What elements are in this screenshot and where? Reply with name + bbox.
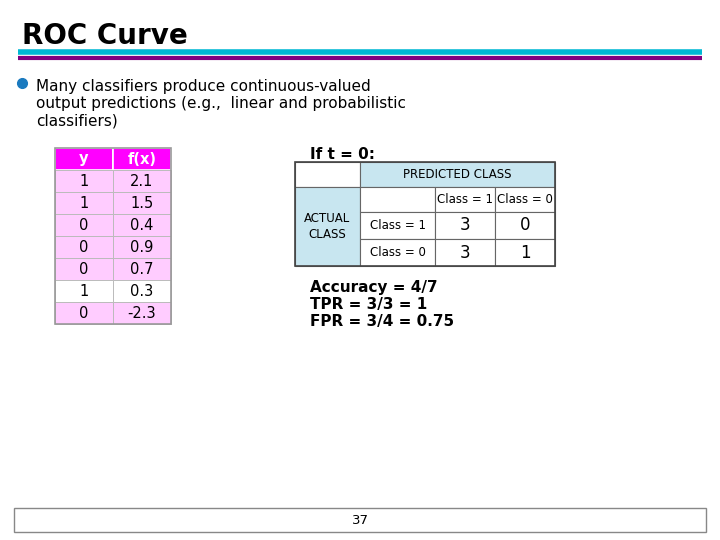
- Text: 0: 0: [79, 240, 89, 254]
- Text: -2.3: -2.3: [127, 306, 156, 321]
- FancyBboxPatch shape: [113, 236, 171, 258]
- Text: ACTUAL
CLASS: ACTUAL CLASS: [305, 213, 351, 240]
- FancyBboxPatch shape: [360, 162, 555, 187]
- Text: output predictions (e.g.,  linear and probabilistic: output predictions (e.g., linear and pro…: [36, 96, 406, 111]
- Text: 0: 0: [79, 261, 89, 276]
- Text: 0.4: 0.4: [130, 218, 153, 233]
- Text: Class = 0: Class = 0: [497, 193, 553, 206]
- Text: f(x): f(x): [127, 152, 156, 166]
- FancyBboxPatch shape: [55, 236, 113, 258]
- FancyBboxPatch shape: [435, 187, 495, 212]
- FancyBboxPatch shape: [55, 214, 113, 236]
- FancyBboxPatch shape: [55, 192, 113, 214]
- FancyBboxPatch shape: [55, 302, 113, 324]
- Text: 1: 1: [520, 244, 531, 261]
- Text: Many classifiers produce continuous-valued: Many classifiers produce continuous-valu…: [36, 79, 371, 94]
- FancyBboxPatch shape: [55, 280, 113, 302]
- Text: classifiers): classifiers): [36, 113, 118, 128]
- Text: 0: 0: [79, 306, 89, 321]
- Text: 1: 1: [79, 284, 89, 299]
- FancyBboxPatch shape: [295, 162, 360, 187]
- FancyBboxPatch shape: [14, 508, 706, 532]
- FancyBboxPatch shape: [55, 258, 113, 280]
- Text: If t = 0:: If t = 0:: [310, 147, 375, 162]
- Text: 1: 1: [79, 173, 89, 188]
- FancyBboxPatch shape: [360, 187, 435, 212]
- Text: 1: 1: [79, 195, 89, 211]
- Text: FPR = 3/4 = 0.75: FPR = 3/4 = 0.75: [310, 314, 454, 329]
- Text: PREDICTED CLASS: PREDICTED CLASS: [403, 168, 512, 181]
- Text: 0.9: 0.9: [130, 240, 153, 254]
- Text: 0.7: 0.7: [130, 261, 154, 276]
- FancyBboxPatch shape: [55, 148, 113, 170]
- Text: ROC Curve: ROC Curve: [22, 22, 188, 50]
- FancyBboxPatch shape: [360, 239, 435, 266]
- FancyBboxPatch shape: [113, 214, 171, 236]
- Text: 3: 3: [459, 217, 470, 234]
- FancyBboxPatch shape: [55, 170, 113, 192]
- FancyBboxPatch shape: [495, 212, 555, 239]
- Text: 0: 0: [520, 217, 530, 234]
- Text: 2.1: 2.1: [130, 173, 153, 188]
- Text: 1.5: 1.5: [130, 195, 153, 211]
- FancyBboxPatch shape: [113, 148, 171, 170]
- FancyBboxPatch shape: [113, 170, 171, 192]
- FancyBboxPatch shape: [113, 302, 171, 324]
- Text: Accuracy = 4/7: Accuracy = 4/7: [310, 280, 438, 295]
- Text: Class = 0: Class = 0: [369, 246, 426, 259]
- Text: 0.3: 0.3: [130, 284, 153, 299]
- FancyBboxPatch shape: [113, 280, 171, 302]
- Text: 3: 3: [459, 244, 470, 261]
- FancyBboxPatch shape: [495, 239, 555, 266]
- FancyBboxPatch shape: [360, 212, 435, 239]
- Text: TPR = 3/3 = 1: TPR = 3/3 = 1: [310, 297, 427, 312]
- FancyBboxPatch shape: [495, 187, 555, 212]
- FancyBboxPatch shape: [295, 187, 360, 266]
- Text: y: y: [79, 152, 89, 166]
- Text: Class = 1: Class = 1: [437, 193, 493, 206]
- FancyBboxPatch shape: [113, 258, 171, 280]
- Text: 37: 37: [351, 514, 369, 526]
- FancyBboxPatch shape: [435, 212, 495, 239]
- Text: 0: 0: [79, 218, 89, 233]
- Text: Class = 1: Class = 1: [369, 219, 426, 232]
- FancyBboxPatch shape: [435, 239, 495, 266]
- FancyBboxPatch shape: [113, 192, 171, 214]
